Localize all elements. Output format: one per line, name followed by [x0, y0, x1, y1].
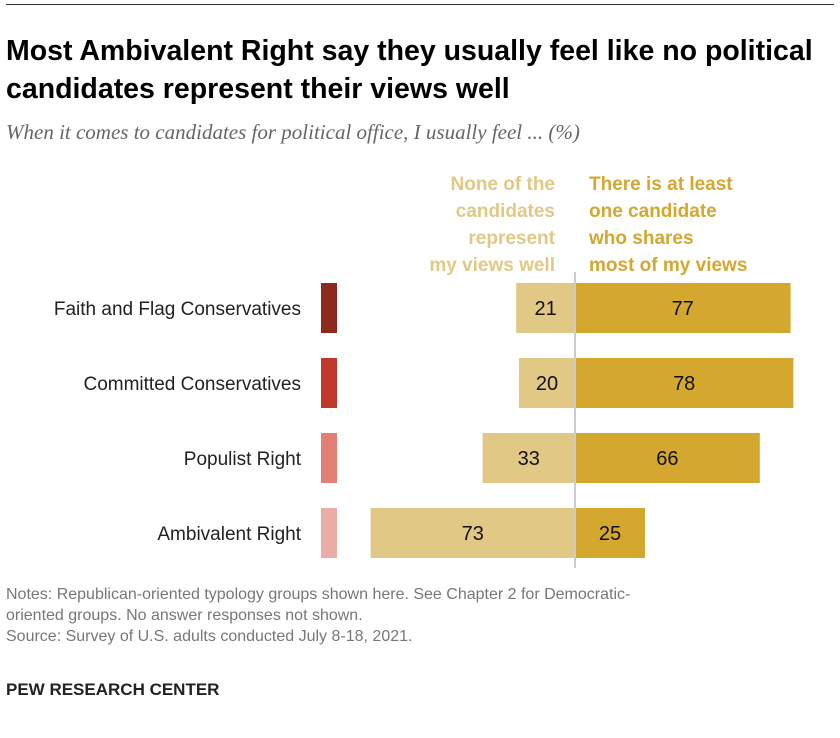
chart-title: Most Ambivalent Right say they usually f…	[6, 35, 813, 105]
note-line: oriented groups. No answer responses not…	[6, 607, 363, 624]
chart-subtitle: When it comes to candidates for politica…	[6, 120, 580, 144]
category-color-swatch	[321, 358, 337, 408]
bar-none	[516, 283, 575, 333]
data-label-none: 73	[462, 523, 484, 545]
data-label-none: 21	[534, 298, 556, 320]
bar-at-least-one	[575, 358, 794, 408]
category-color-swatch	[321, 508, 337, 558]
bar-at-least-one	[575, 508, 645, 558]
pew-logo-text: PEW RESEARCH CENTER	[6, 680, 220, 699]
bar-at-least-one	[575, 433, 760, 483]
legend-label-none: None of the	[451, 174, 556, 195]
legend-label-none: my views well	[429, 255, 555, 276]
bar-none	[482, 433, 575, 483]
legend-label-none: represent	[468, 228, 555, 249]
data-label-at-least-one: 25	[599, 523, 621, 545]
legend-label-at-least-one: who shares	[588, 228, 694, 249]
data-label-none: 33	[518, 448, 540, 470]
category-label: Ambivalent Right	[157, 524, 301, 545]
category-label: Faith and Flag Conservatives	[54, 299, 301, 320]
category-color-swatch	[321, 283, 337, 333]
legend-label-at-least-one: one candidate	[589, 201, 717, 222]
bar-at-least-one	[575, 283, 791, 333]
top-rule	[6, 4, 834, 5]
source-line: Source: Survey of U.S. adults conducted …	[6, 628, 413, 645]
legend-label-at-least-one: There is at least	[589, 174, 733, 195]
category-label: Populist Right	[184, 449, 302, 470]
note-line: Notes: Republican-oriented typology grou…	[6, 586, 631, 603]
data-label-at-least-one: 77	[672, 298, 694, 320]
data-label-none: 20	[536, 373, 558, 395]
category-color-swatch	[321, 433, 337, 483]
bar-none	[519, 358, 575, 408]
data-label-at-least-one: 66	[656, 448, 678, 470]
legend-label-at-least-one: most of my views	[589, 255, 747, 276]
legend-label-none: candidates	[456, 201, 555, 222]
category-label: Committed Conservatives	[83, 374, 301, 395]
notes: Notes: Republican-oriented typology grou…	[6, 584, 826, 647]
bar-none	[370, 508, 575, 558]
data-label-at-least-one: 78	[673, 373, 695, 395]
